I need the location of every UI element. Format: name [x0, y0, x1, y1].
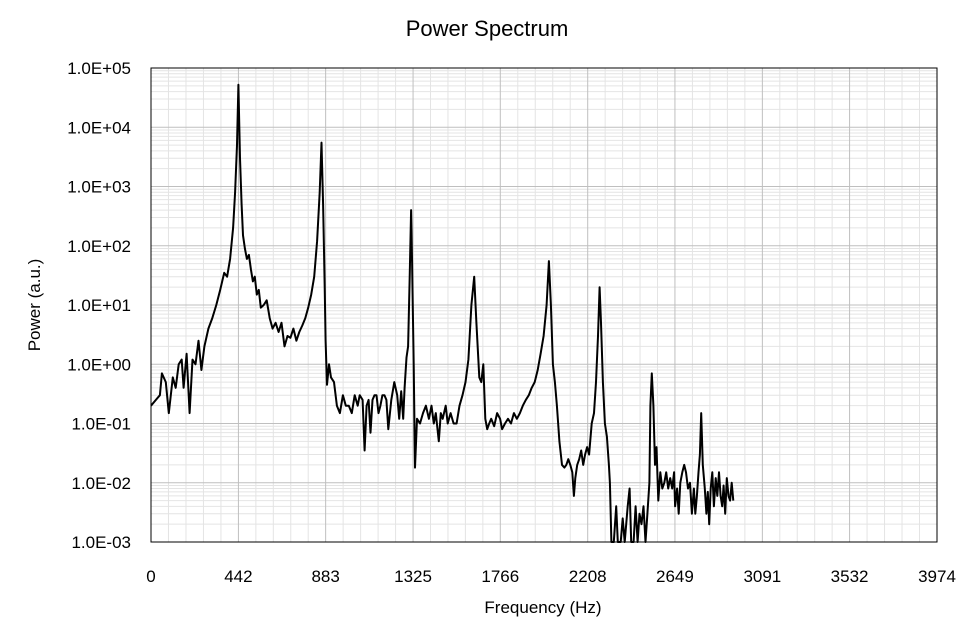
y-tick-label: 1.0E-03: [71, 533, 131, 552]
x-tick-label: 3091: [743, 567, 781, 586]
y-tick-label: 1.0E+05: [67, 59, 131, 78]
y-tick-label: 1.0E-01: [71, 415, 131, 434]
x-axis-title: Frequency (Hz): [484, 598, 601, 617]
y-axis-tick-labels: 1.0E-03 1.0E-02 1.0E-01 1.0E+00 1.0E+01 1.0E+…: [67, 59, 131, 552]
x-tick-label: 883: [311, 567, 339, 586]
y-tick-label: 1.0E+01: [67, 296, 131, 315]
x-tick-label: 3532: [831, 567, 869, 586]
y-tick-label: 1.0E+04: [67, 118, 131, 137]
y-tick-label: 1.0E-02: [71, 474, 131, 493]
x-tick-label: 1325: [394, 567, 432, 586]
x-tick-label: 0: [146, 567, 155, 586]
x-tick-label: 1766: [481, 567, 519, 586]
x-tick-label: 2208: [569, 567, 607, 586]
chart-title: Power Spectrum: [406, 16, 569, 41]
power-spectrum-line: [150, 83, 735, 543]
x-axis-tick-labels: 0 442 883 1325 1766 2208 2649 3091 3532 3974: [146, 567, 956, 586]
x-tick-label: 2649: [656, 567, 694, 586]
plot-area-frame: [150, 67, 938, 543]
y-tick-label: 1.0E+02: [67, 237, 131, 256]
y-axis-title: Power (a.u.): [25, 259, 44, 352]
y-tick-label: 1.0E+03: [67, 178, 131, 197]
y-tick-label: 1.0E+00: [67, 355, 131, 374]
data-series: [150, 83, 735, 543]
x-tick-label: 3974: [918, 567, 956, 586]
x-tick-label: 442: [224, 567, 252, 586]
